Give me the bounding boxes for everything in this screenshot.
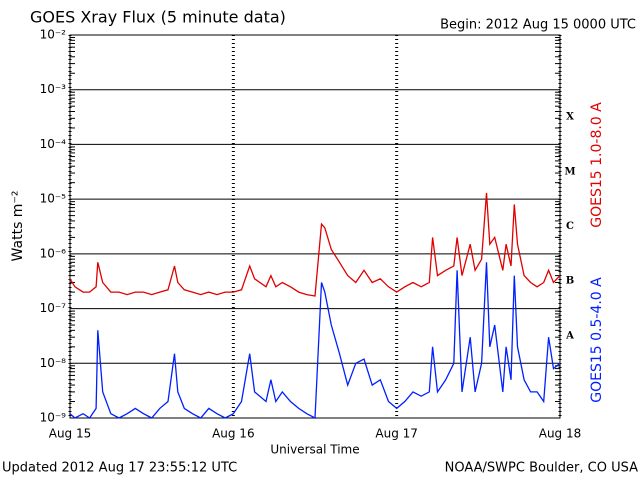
legend-label: GOES15 1.0-8.0 A xyxy=(589,102,605,228)
x-tick-label: Aug 16 xyxy=(212,427,255,441)
y-tick-label: 10⁻⁹ xyxy=(40,411,67,425)
flare-class: A xyxy=(565,330,574,341)
flare-class: X xyxy=(566,112,574,123)
x-axis-label: Universal Time xyxy=(270,443,359,457)
y-axis-label: Watts m⁻² xyxy=(10,191,26,262)
legend-label: GOES15 0.5-4.0 A xyxy=(589,277,605,403)
flare-class: C xyxy=(566,221,574,232)
x-tick-label: Aug 17 xyxy=(375,427,418,441)
chart-subtitle: Begin: 2012 Aug 15 0000 UTC xyxy=(440,18,636,33)
footer-right: NOAA/SWPC Boulder, CO USA xyxy=(445,461,638,476)
y-tick-label: 10⁻⁶ xyxy=(40,246,67,260)
y-tick-label: 10⁻⁸ xyxy=(40,356,67,370)
y-tick-label: 10⁻⁴ xyxy=(40,137,67,151)
series-line xyxy=(69,262,561,420)
x-tick-label: Aug 18 xyxy=(539,427,582,441)
x-tick-label: Aug 15 xyxy=(49,427,92,441)
series-line xyxy=(69,192,561,297)
y-tick-label: 10⁻⁷ xyxy=(40,301,67,315)
flare-class: B xyxy=(566,276,574,287)
chart-title: GOES Xray Flux (5 minute data) xyxy=(30,8,286,27)
y-tick-label: 10⁻² xyxy=(40,28,67,42)
footer-left: Updated 2012 Aug 17 23:55:12 UTC xyxy=(2,461,237,476)
flare-class: M xyxy=(564,166,575,177)
y-tick-label: 10⁻³ xyxy=(40,82,67,96)
y-tick-label: 10⁻⁵ xyxy=(40,192,67,206)
